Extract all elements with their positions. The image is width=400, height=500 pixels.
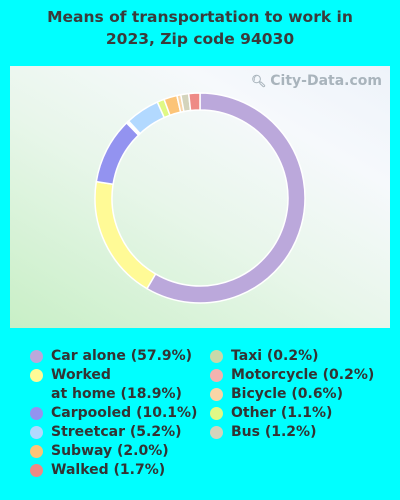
legend-swatch: [210, 388, 223, 401]
legend-label: Taxi (0.2%): [231, 348, 319, 364]
legend-right-column: Taxi (0.2%) Motorcycle (0.2%) Bicycle (0.6…: [210, 347, 374, 442]
legend-label: Streetcar (5.2%): [51, 424, 182, 440]
slice-car-alone: [145, 92, 306, 304]
legend-item-bus: Bus (1.2%): [210, 423, 374, 442]
legend-label: Bus (1.2%): [231, 424, 317, 440]
legend-label: Car alone (57.9%): [51, 348, 193, 364]
legend-swatch: [210, 426, 223, 439]
search-icon: 🔍︎: [251, 74, 267, 88]
chart-title-line-2: 2023, Zip code 94030: [105, 30, 295, 48]
legend-item-other: Other (1.1%): [210, 404, 374, 423]
legend-item-walked: Walked (1.7%): [30, 461, 197, 480]
slice-worked-at-home: [94, 180, 157, 290]
legend-item-worked-at-home: Worked at home (18.9%): [30, 366, 197, 404]
legend-label: Other (1.1%): [231, 405, 333, 421]
watermark: 🔍︎ City-Data.com: [251, 73, 382, 89]
legend-item-taxi: Taxi (0.2%): [210, 347, 374, 366]
legend-swatch: [30, 407, 43, 420]
legend-label: Walked (1.7%): [51, 462, 166, 478]
legend-item-motorcycle: Motorcycle (0.2%): [210, 366, 374, 385]
legend-swatch: [30, 445, 43, 458]
legend-swatch: [30, 426, 43, 439]
legend-item-subway: Subway (2.0%): [30, 442, 197, 461]
legend-swatch: [210, 369, 223, 382]
legend-label: Subway (2.0%): [51, 443, 169, 459]
legend-label: Worked at home (18.9%): [51, 367, 182, 402]
legend-item-bicycle: Bicycle (0.6%): [210, 385, 374, 404]
legend-label: Motorcycle (0.2%): [231, 367, 375, 383]
legend-item-carpooled: Carpooled (10.1%): [30, 404, 197, 423]
watermark-text: City-Data.com: [270, 73, 382, 89]
legend-item-car-alone: Car alone (57.9%): [30, 347, 197, 366]
legend-swatch: [210, 350, 223, 363]
slice-carpooled: [95, 121, 140, 186]
legend-item-streetcar: Streetcar (5.2%): [30, 423, 197, 442]
legend-label: Bicycle (0.6%): [231, 386, 343, 402]
legend-label: Carpooled (10.1%): [51, 405, 198, 421]
legend-left-column: Car alone (57.9%) Worked at home (18.9%) C…: [30, 347, 197, 480]
legend-swatch: [210, 407, 223, 420]
legend-swatch: [30, 464, 43, 477]
slice-walked: [187, 92, 201, 112]
chart-title-line-1: Means of transportation to work in: [47, 8, 353, 26]
legend-swatch: [30, 369, 43, 382]
chart-title: Means of transportation to work in 2023,…: [0, 6, 400, 50]
legend-swatch: [30, 350, 43, 363]
